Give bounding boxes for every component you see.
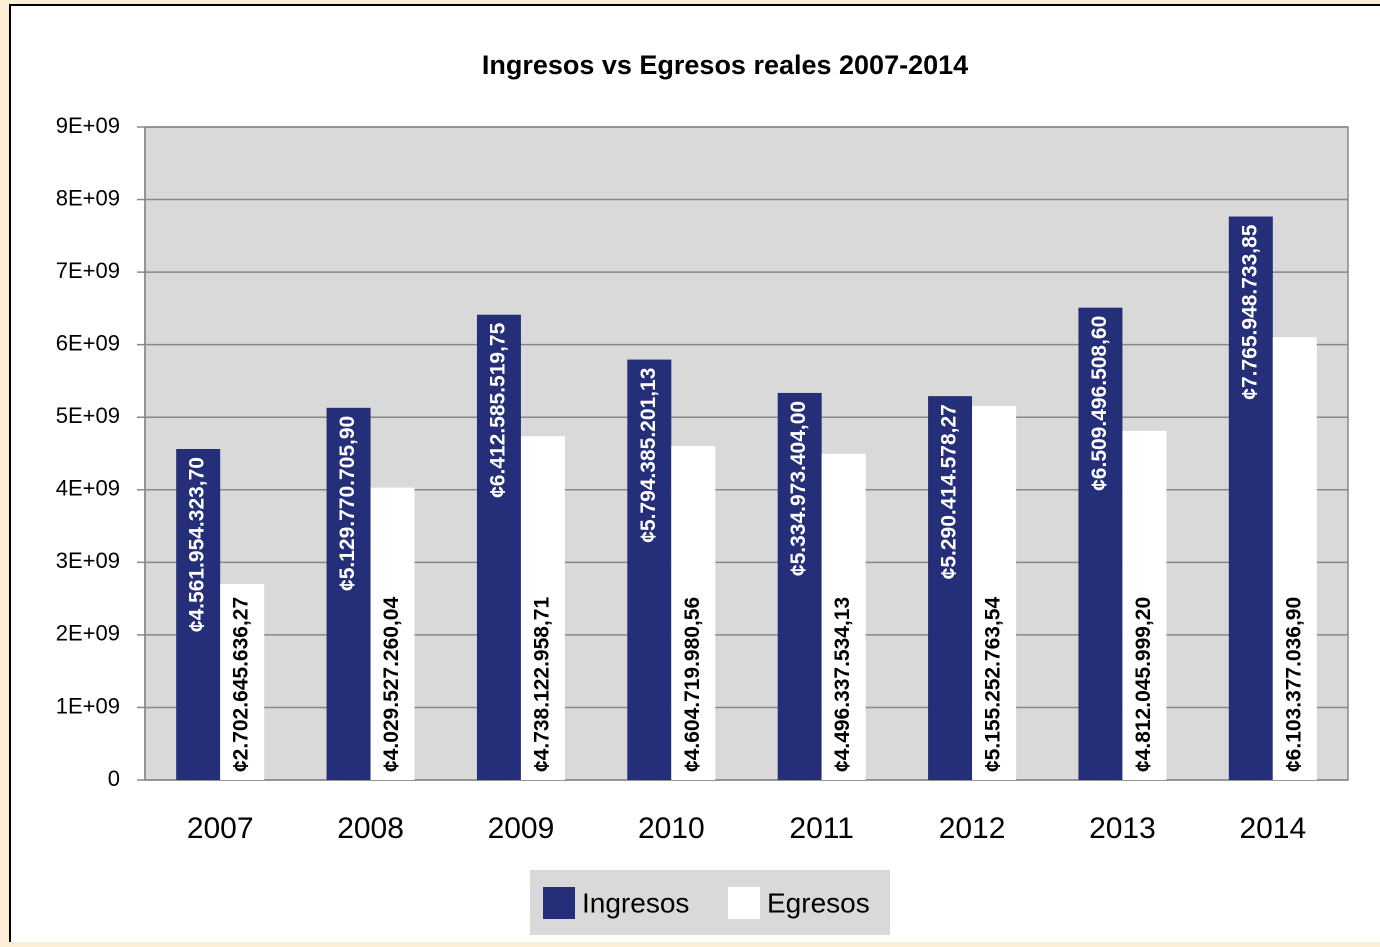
data-label: ¢5.129.770.705,90 (336, 416, 359, 591)
y-tick-label: 2E+09 (56, 621, 120, 646)
plot-area (144, 126, 1349, 781)
x-tick-label: 2011 (789, 812, 854, 845)
y-tick-label: 3E+09 (56, 548, 120, 573)
bar (520, 436, 565, 780)
legend-swatch (728, 887, 760, 919)
data-label: ¢4.496.337.534,13 (831, 597, 854, 772)
legend (530, 870, 890, 935)
bar (1078, 307, 1123, 780)
bar (370, 487, 415, 780)
data-label: ¢5.290.414.578,27 (938, 404, 961, 579)
y-tick-label: 8E+09 (56, 185, 120, 210)
data-label: ¢5.155.252.763,54 (982, 597, 1005, 772)
x-tick-label: 2014 (1239, 812, 1306, 845)
data-label: ¢4.604.719.980,56 (681, 597, 704, 772)
y-tick-label: 4E+09 (56, 476, 120, 501)
bar (220, 583, 265, 780)
bar (777, 392, 822, 780)
x-tick-label: 2008 (337, 812, 404, 845)
bar (627, 359, 672, 780)
data-label: ¢4.561.954.323,70 (186, 457, 209, 632)
x-tick-label: 2009 (488, 812, 555, 845)
data-label: ¢6.412.585.519,75 (486, 322, 509, 497)
bar (476, 314, 521, 780)
data-label: ¢4.738.122.958,71 (530, 597, 553, 772)
chart-title: Ingresos vs Egresos reales 2007-2014 (482, 50, 968, 80)
data-label: ¢4.812.045.999,20 (1132, 597, 1155, 772)
data-label: ¢4.029.527.260,04 (380, 597, 403, 772)
bar (176, 449, 221, 780)
bar (326, 407, 371, 780)
data-label: ¢7.765.948.733,85 (1238, 224, 1261, 399)
y-tick-label: 6E+09 (56, 330, 120, 355)
data-label: ¢5.794.385.201,13 (637, 368, 660, 543)
y-tick-label: 1E+09 (56, 693, 120, 718)
legend-label: Egresos (767, 887, 870, 918)
x-tick-label: 2012 (939, 812, 1006, 845)
bar (928, 396, 973, 780)
y-tick-label: 7E+09 (56, 258, 120, 283)
bar (821, 453, 866, 780)
legend-swatch (543, 887, 575, 919)
x-tick-label: 2007 (187, 812, 254, 845)
y-tick-label: 9E+09 (56, 113, 120, 138)
bar (1228, 216, 1273, 780)
bar (972, 405, 1017, 780)
bar (1272, 337, 1317, 780)
data-label: ¢6.509.496.508,60 (1088, 316, 1111, 491)
x-tick-label: 2013 (1089, 812, 1156, 845)
data-label: ¢5.334.973.404,00 (787, 401, 810, 576)
y-tick-label: 5E+09 (56, 403, 120, 428)
legend-label: Ingresos (582, 887, 689, 918)
data-label: ¢2.702.645.636,27 (230, 597, 253, 772)
data-label: ¢6.103.377.036,90 (1282, 597, 1305, 772)
bar (1122, 430, 1167, 780)
y-tick-label: 0 (108, 766, 120, 791)
x-tick-label: 2010 (638, 812, 705, 845)
bar (671, 445, 716, 780)
